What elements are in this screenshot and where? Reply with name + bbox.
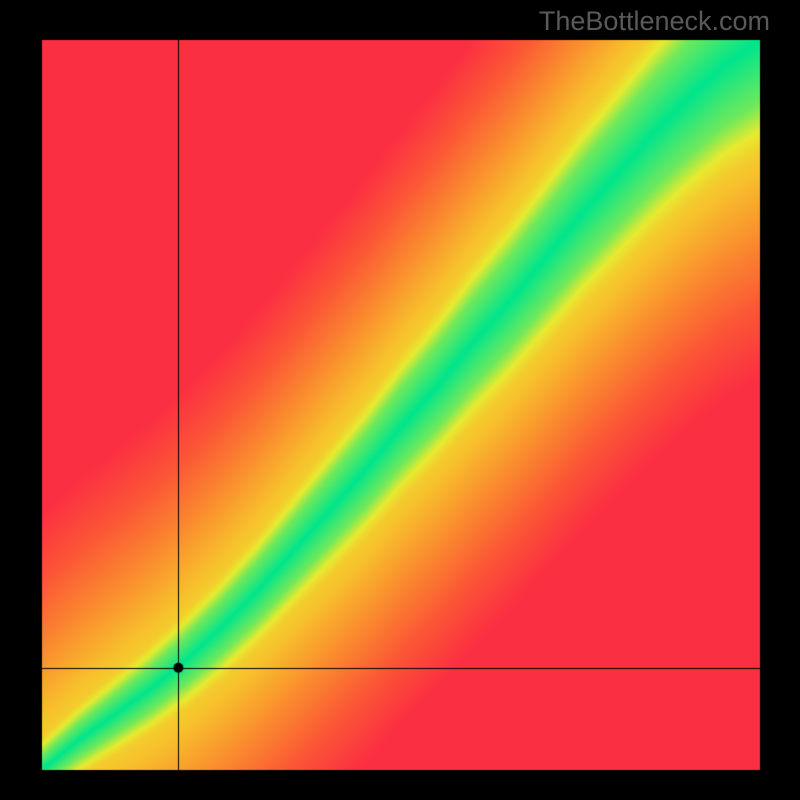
attribution-text: TheBottleneck.com [539,6,770,37]
bottleneck-heatmap [0,0,800,800]
chart-container: TheBottleneck.com [0,0,800,800]
